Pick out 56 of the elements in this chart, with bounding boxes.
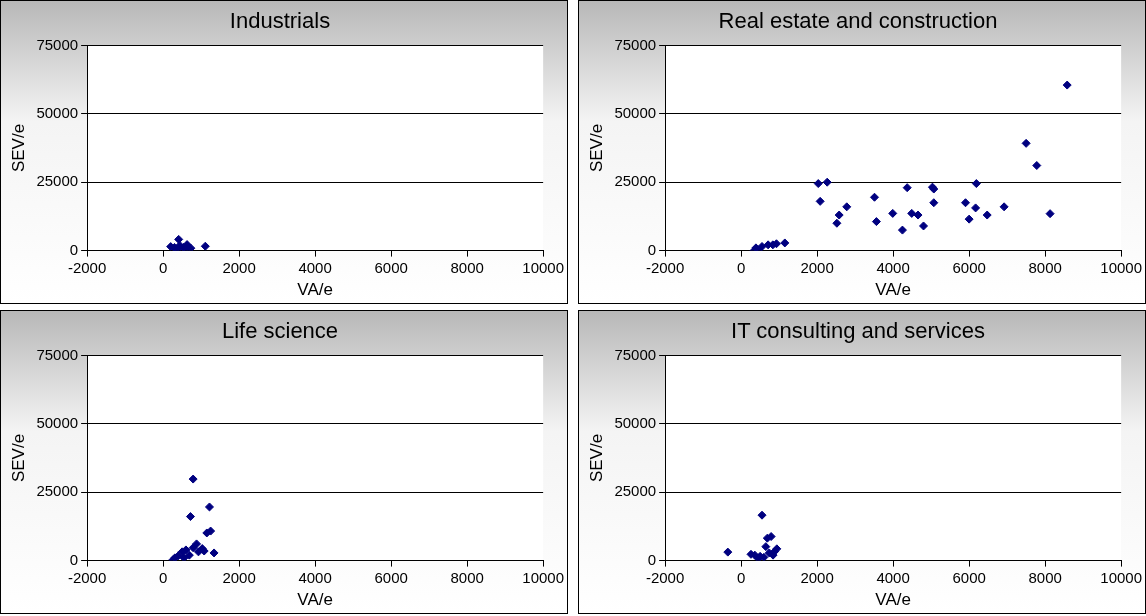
y-tick-label: 50000 xyxy=(614,413,657,431)
x-tick-label: 0 xyxy=(736,568,746,586)
y-axis-title: SEV/e xyxy=(586,123,606,173)
x-tick-label: -2000 xyxy=(67,568,107,586)
x-tick-label: -2000 xyxy=(67,258,107,276)
chart-title: IT consulting and services xyxy=(731,318,985,344)
chart-title: Life science xyxy=(221,318,339,344)
x-tick-label: 2000 xyxy=(800,258,834,276)
y-axis-title: SEV/e xyxy=(8,123,28,173)
x-tick-label: 6000 xyxy=(952,568,986,586)
x-tick-label: 2000 xyxy=(222,568,256,586)
x-tick-label: 10000 xyxy=(1100,568,1142,586)
x-tick-label: 2000 xyxy=(222,258,256,276)
chart-title: Industrials xyxy=(229,8,331,34)
y-tick-label: 50000 xyxy=(614,103,657,121)
y-tick-label: 0 xyxy=(647,550,657,568)
y-tick-label: 25000 xyxy=(36,172,79,190)
x-tick-label: 6000 xyxy=(374,258,408,276)
y-tick-label: 25000 xyxy=(614,172,657,190)
y-tick-label: 75000 xyxy=(614,35,657,53)
x-tick-label: 4000 xyxy=(876,258,910,276)
x-tick-label: 0 xyxy=(158,258,168,276)
y-tick-label: 25000 xyxy=(614,482,657,500)
x-axis-title: VA/e xyxy=(875,590,911,610)
x-tick-label: 10000 xyxy=(1100,258,1142,276)
x-tick-label: 0 xyxy=(736,258,746,276)
y-tick-label: 75000 xyxy=(36,35,79,53)
x-tick-label: 6000 xyxy=(952,258,986,276)
x-tick-label: -2000 xyxy=(645,568,685,586)
y-tick-label: 50000 xyxy=(36,413,79,431)
x-axis-title: VA/e xyxy=(297,590,333,610)
x-tick-label: 4000 xyxy=(298,258,332,276)
y-tick-label: 0 xyxy=(647,240,657,258)
y-tick-label: 50000 xyxy=(36,103,79,121)
x-tick-label: 6000 xyxy=(374,568,408,586)
y-tick-label: 75000 xyxy=(36,345,79,363)
x-tick-label: 4000 xyxy=(876,568,910,586)
x-tick-label: 8000 xyxy=(450,568,484,586)
x-tick-label: 10000 xyxy=(522,568,564,586)
y-tick-label: 0 xyxy=(69,550,79,568)
x-axis-title: VA/e xyxy=(875,280,911,300)
x-axis-title: VA/e xyxy=(297,280,333,300)
y-tick-label: 75000 xyxy=(614,345,657,363)
x-tick-label: 8000 xyxy=(1028,258,1062,276)
x-tick-label: -2000 xyxy=(645,258,685,276)
chart-title: Real estate and construction xyxy=(718,8,998,34)
y-tick-label: 25000 xyxy=(36,482,79,500)
x-tick-label: 8000 xyxy=(1028,568,1062,586)
x-tick-label: 10000 xyxy=(522,258,564,276)
x-tick-label: 0 xyxy=(158,568,168,586)
y-tick-label: 0 xyxy=(69,240,79,258)
x-tick-label: 8000 xyxy=(450,258,484,276)
y-axis-title: SEV/e xyxy=(586,433,606,483)
x-tick-label: 2000 xyxy=(800,568,834,586)
y-axis-title: SEV/e xyxy=(8,433,28,483)
x-tick-label: 4000 xyxy=(298,568,332,586)
